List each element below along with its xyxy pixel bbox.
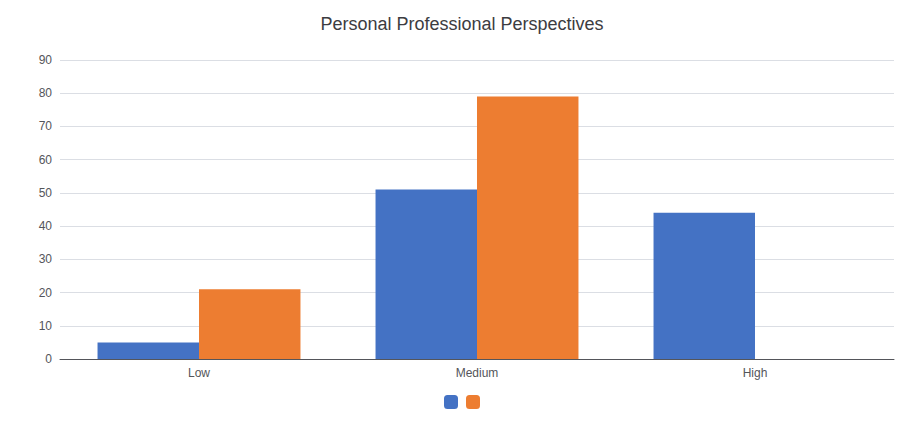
svg-text:40: 40 — [39, 219, 53, 233]
svg-text:10: 10 — [39, 319, 53, 333]
svg-text:Low: Low — [188, 366, 210, 380]
svg-text:30: 30 — [39, 252, 53, 266]
svg-text:20: 20 — [39, 286, 53, 300]
svg-text:High: High — [743, 366, 768, 380]
svg-text:60: 60 — [39, 153, 53, 167]
svg-text:50: 50 — [39, 186, 53, 200]
svg-text:90: 90 — [39, 53, 53, 67]
svg-text:0: 0 — [45, 352, 52, 366]
svg-text:Personal Professional Perspect: Personal Professional Perspectives — [320, 14, 603, 34]
svg-text:70: 70 — [39, 119, 53, 133]
svg-text:80: 80 — [39, 86, 53, 100]
svg-text:Medium: Medium — [456, 366, 499, 380]
